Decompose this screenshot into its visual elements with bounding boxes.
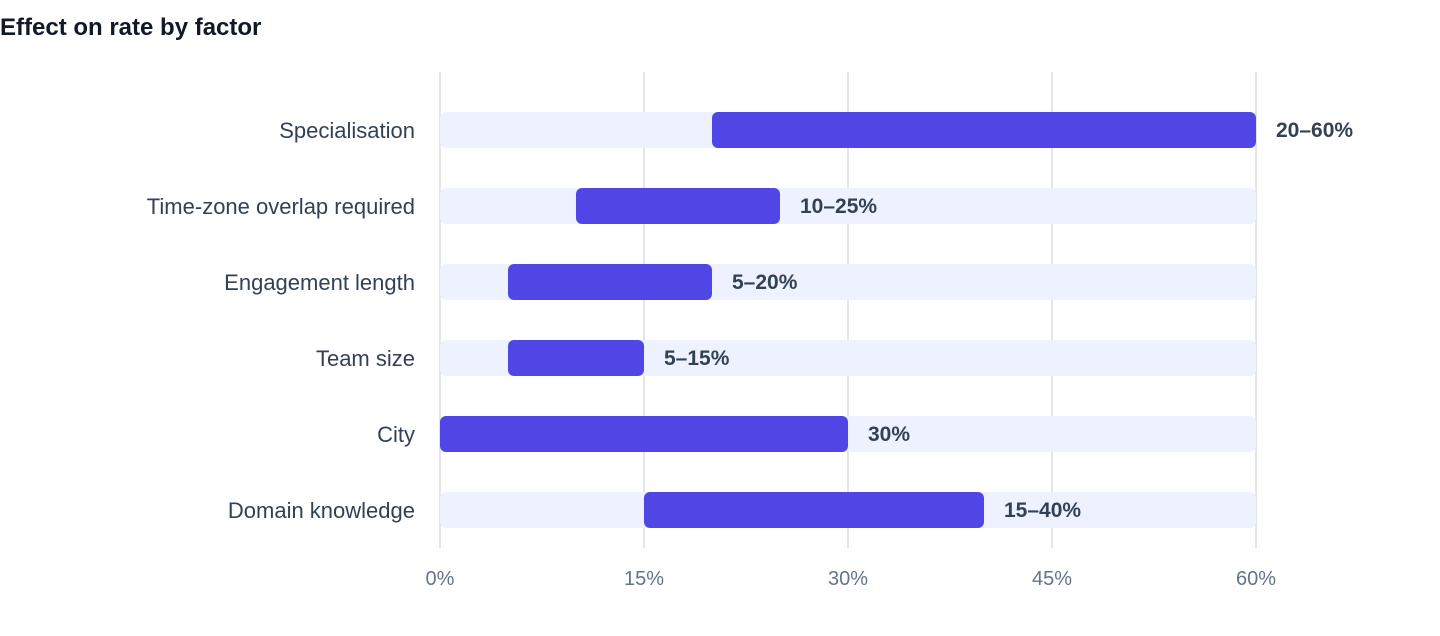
category-label: Domain knowledge <box>228 498 415 523</box>
chart-title: Effect on rate by factor <box>0 14 262 41</box>
category-label: Time-zone overlap required <box>147 194 415 219</box>
x-tick-label: 30% <box>828 568 868 590</box>
x-tick-label: 45% <box>1032 568 1072 590</box>
value-label: 5–20% <box>732 271 798 294</box>
range-bar <box>712 112 1256 148</box>
category-label: City <box>377 422 415 447</box>
x-tick-label: 0% <box>426 568 455 590</box>
range-bars <box>440 112 1256 528</box>
category-label: Specialisation <box>279 118 415 143</box>
range-bar <box>440 416 848 452</box>
range-bar <box>508 264 712 300</box>
x-tick-label: 60% <box>1236 568 1276 590</box>
category-label: Engagement length <box>224 270 415 295</box>
value-label: 20–60% <box>1276 119 1353 142</box>
value-label: 5–15% <box>664 347 730 370</box>
range-bar <box>508 340 644 376</box>
x-axis-tick-labels: 0% 15% 30% 45% 60% <box>426 568 1277 590</box>
category-labels: Specialisation Time-zone overlap required… <box>147 118 415 523</box>
x-tick-label: 15% <box>624 568 664 590</box>
value-label: 15–40% <box>1004 499 1081 522</box>
category-label: Team size <box>316 346 415 371</box>
grid-lines <box>439 72 1257 548</box>
range-bar <box>644 492 984 528</box>
value-label: 10–25% <box>800 195 877 218</box>
range-bar <box>576 188 780 224</box>
value-labels: 20–60% 10–25% 5–20% 5–15% 30% 15–40% <box>664 119 1353 522</box>
value-label: 30% <box>868 423 910 446</box>
